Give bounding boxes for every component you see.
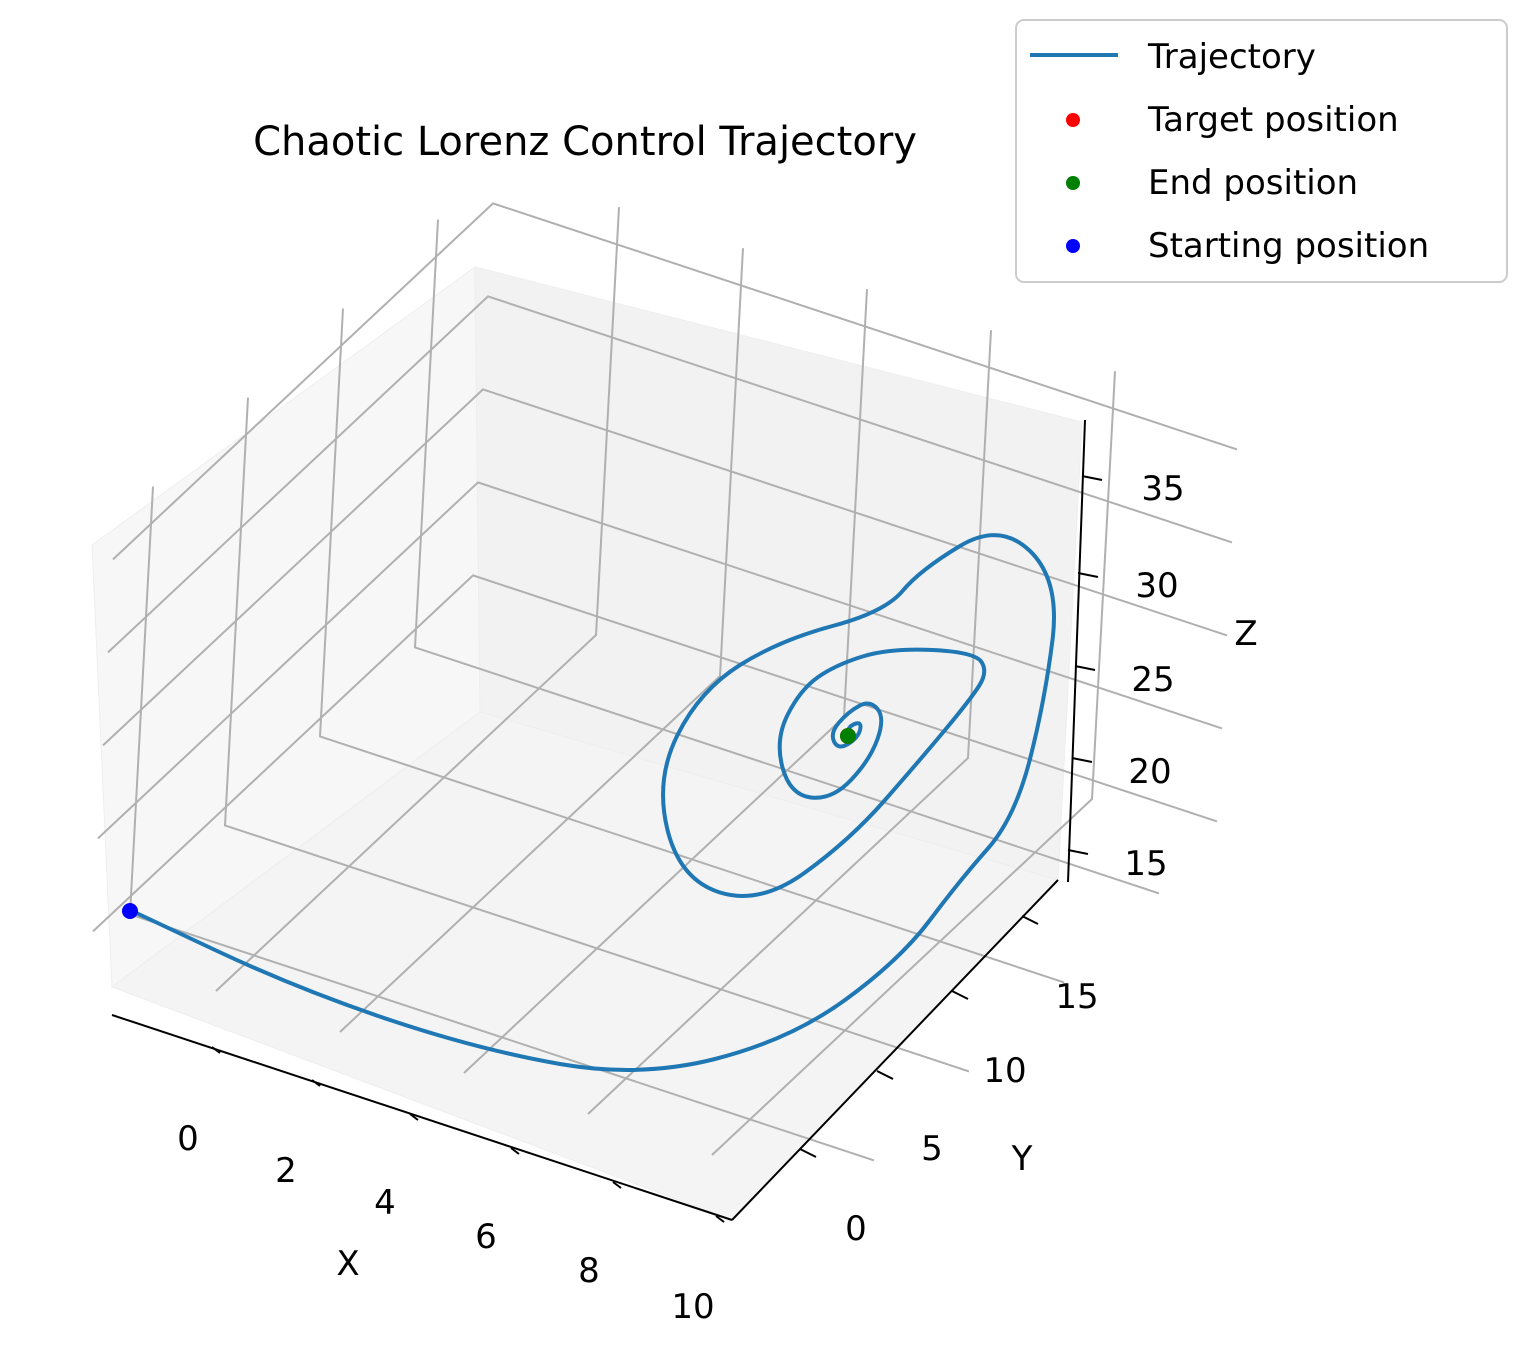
legend-end-label: End position: [1148, 163, 1358, 203]
grid-line-x: [711, 371, 1116, 1156]
y-axis-line: [731, 879, 1059, 1221]
x-tick: [715, 1215, 725, 1223]
z-tick-label: 35: [1141, 469, 1184, 509]
z-tick-label: 15: [1124, 844, 1167, 884]
grid-line-x: [587, 330, 992, 1115]
trajectory-line: [128, 533, 1056, 1072]
x-tick-label: 4: [374, 1183, 396, 1223]
grid-line-z: [107, 295, 1233, 654]
z-tick: [1074, 665, 1096, 671]
legend-trajectory-label: Trajectory: [1147, 37, 1316, 77]
z-tick-label: 25: [1131, 660, 1174, 700]
z-tick-label: 30: [1135, 566, 1178, 606]
z-tick: [1077, 572, 1099, 578]
x-tick: [612, 1181, 622, 1189]
starting-position-marker: [122, 903, 138, 919]
z-tick-label: 20: [1128, 752, 1171, 792]
legend: Trajectory Target position End position …: [1015, 19, 1508, 283]
x-tick-label: 8: [578, 1251, 600, 1291]
legend-target-label: Target position: [1147, 100, 1399, 140]
grid-line-y: [223, 397, 970, 1073]
x-tick: [409, 1113, 419, 1121]
z-axis-label: Z: [1234, 614, 1257, 654]
legend-frame: [1015, 19, 1508, 283]
y-tick-label: 10: [983, 1051, 1026, 1091]
z-tick: [1081, 475, 1103, 481]
x-axis-label: X: [336, 1244, 359, 1284]
y-tick: [1021, 915, 1039, 925]
legend-target-swatch: [1066, 113, 1080, 127]
grid-line-y: [413, 219, 1160, 895]
y-tick-label: 5: [921, 1129, 943, 1169]
grid-line-z: [97, 481, 1223, 840]
legend-start-label: Starting position: [1148, 226, 1429, 266]
x-tick-label: 6: [475, 1217, 497, 1257]
legend-end-swatch: [1066, 176, 1080, 190]
grid-line-y: [318, 308, 1065, 984]
position-markers: [122, 728, 856, 919]
grid-line-z: [112, 202, 1238, 561]
x-tick: [211, 1046, 221, 1054]
x-tick-label: 2: [275, 1151, 297, 1191]
grid-line-z: [102, 388, 1228, 747]
x-tick-label: 10: [671, 1287, 714, 1327]
x-tick: [311, 1079, 321, 1087]
y-tick: [951, 990, 969, 1000]
x-tick: [510, 1147, 520, 1155]
y-axis-label: Y: [1011, 1139, 1033, 1179]
z-tick: [1067, 849, 1089, 855]
axis-ticks: 0 2 4 6 8 10 0 5 10 15 15 20 25 30 35: [177, 469, 1184, 1327]
grid-line-x: [339, 248, 744, 1033]
chart-title: Chaotic Lorenz Control Trajectory: [253, 119, 917, 165]
axis-panes: [91, 266, 1083, 1221]
y-tick: [799, 1148, 817, 1158]
x-tick-label: 0: [177, 1119, 199, 1159]
y-tick-label: 0: [845, 1209, 867, 1249]
end-position-marker: [840, 728, 856, 744]
z-tick: [1071, 757, 1093, 763]
y-tick-label: 15: [1055, 977, 1098, 1017]
y-tick: [876, 1070, 894, 1080]
grid-line-x: [215, 207, 620, 992]
legend-start-swatch: [1066, 239, 1080, 253]
grid-line-z: [92, 574, 1218, 933]
z-axis-line: [1067, 419, 1086, 883]
